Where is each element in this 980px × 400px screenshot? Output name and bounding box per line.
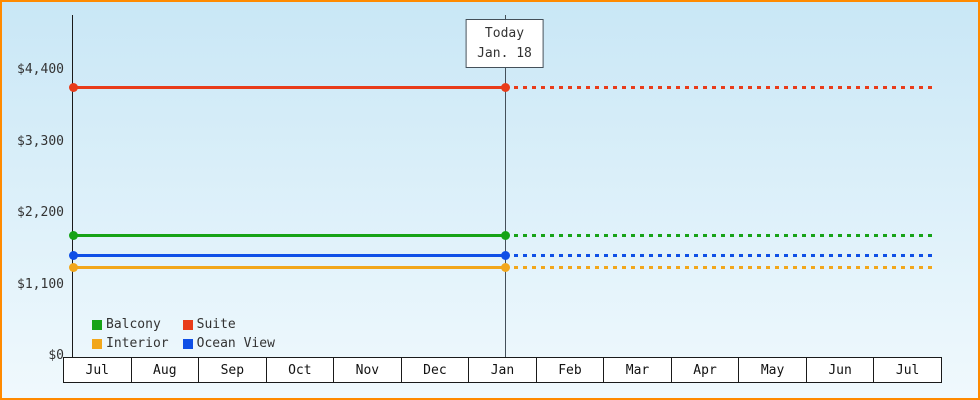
x-tick-month: Jul	[63, 357, 132, 383]
x-axis-months: Jul Aug Sep Oct Nov Dec Jan Feb Mar Apr May Jun Jul	[63, 357, 942, 383]
y-axis: $0 $1,100 $2,200 $3,300 $4,400	[2, 2, 66, 398]
y-tick-label: $0	[48, 348, 64, 363]
series-line-solid	[73, 86, 505, 90]
x-tick-month: Jul	[873, 357, 942, 383]
x-tick-month: Mar	[603, 357, 672, 383]
x-tick-month: Sep	[198, 357, 267, 383]
legend-swatch-icon	[92, 338, 102, 349]
x-tick-month: Dec	[400, 357, 470, 383]
series-line-dotted	[504, 233, 936, 237]
series-point-marker	[500, 230, 510, 240]
series-line-dotted	[504, 265, 936, 269]
series-point-marker	[69, 250, 78, 260]
legend-swatch-icon	[92, 319, 102, 330]
x-tick-month: Jan	[468, 357, 537, 383]
series-point-marker	[500, 250, 510, 260]
today-label: Today Jan. 18	[465, 19, 544, 68]
legend-label: Suite	[196, 317, 236, 332]
series-line-solid	[73, 253, 505, 257]
today-line	[504, 15, 506, 357]
today-label-title: Today	[484, 26, 525, 41]
x-tick-month: Aug	[130, 357, 200, 383]
legend-item: Ocean View	[182, 336, 275, 351]
series-point-marker	[500, 262, 510, 272]
series-point-marker	[69, 83, 78, 93]
series-line-dotted	[504, 253, 936, 257]
legend: Balcony Suite Interior Ocean View	[92, 317, 275, 351]
series-point-marker	[69, 230, 78, 240]
legend-item: Suite	[182, 317, 275, 332]
plot-area: Balcony Suite Interior Ocean View Today Jan…	[69, 15, 936, 357]
x-tick-month: Jun	[805, 357, 875, 383]
legend-label: Interior	[106, 336, 169, 351]
series-point-marker	[500, 83, 510, 93]
x-tick-month: May	[738, 357, 807, 383]
series-line-solid	[73, 233, 505, 237]
legend-item: Balcony	[92, 317, 169, 332]
x-tick-month: Feb	[535, 357, 605, 383]
legend-item: Interior	[92, 336, 169, 351]
y-tick-label: $4,400	[17, 62, 64, 78]
today-label-date: Jan. 18	[477, 45, 532, 61]
series-line-solid	[73, 265, 505, 269]
x-tick-month: Nov	[333, 357, 402, 383]
legend-swatch-icon	[182, 338, 193, 349]
legend-swatch-icon	[182, 319, 193, 330]
series-line-dotted	[504, 86, 936, 90]
x-tick-month: Oct	[265, 357, 335, 383]
x-tick-month: Apr	[670, 357, 740, 383]
series-point-marker	[69, 262, 78, 272]
y-tick-label: $3,300	[17, 133, 64, 149]
legend-label: Ocean View	[196, 336, 275, 351]
y-tick-label: $1,100	[17, 276, 64, 292]
y-tick-label: $2,200	[17, 205, 64, 220]
legend-label: Balcony	[106, 317, 161, 332]
